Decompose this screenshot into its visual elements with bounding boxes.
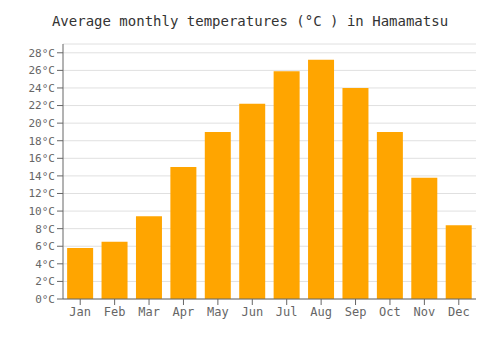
svg-text:14°C: 14°C xyxy=(29,170,56,183)
svg-text:Jul: Jul xyxy=(276,305,298,319)
svg-text:10°C: 10°C xyxy=(29,205,56,218)
svg-text:18°C: 18°C xyxy=(29,135,56,148)
svg-text:May: May xyxy=(207,305,229,319)
svg-text:28°C: 28°C xyxy=(29,47,56,60)
svg-text:6°C: 6°C xyxy=(35,240,55,253)
svg-text:2°C: 2°C xyxy=(35,275,55,288)
svg-text:Jan: Jan xyxy=(69,305,91,319)
svg-text:22°C: 22°C xyxy=(29,99,56,112)
svg-text:Apr: Apr xyxy=(173,305,195,319)
svg-text:Jun: Jun xyxy=(241,305,263,319)
svg-text:16°C: 16°C xyxy=(29,152,56,165)
svg-text:Dec: Dec xyxy=(448,305,470,319)
html-text:Average monthly temperatures (: Average monthly temperatures (°C ) in Ha… xyxy=(51,13,449,29)
svg-text:24°C: 24°C xyxy=(29,82,56,95)
svg-text:Mar: Mar xyxy=(138,305,160,319)
svg-text:20°C: 20°C xyxy=(29,117,56,130)
svg-text:26°C: 26°C xyxy=(29,64,56,77)
svg-text:8°C: 8°C xyxy=(35,223,55,236)
svg-text:Aug: Aug xyxy=(310,305,332,319)
svg-text:4°C: 4°C xyxy=(35,258,55,271)
svg-text:0°C: 0°C xyxy=(35,293,55,306)
svg-text:Sep: Sep xyxy=(345,305,367,319)
svg-text:Nov: Nov xyxy=(414,305,436,319)
svg-text:12°C: 12°C xyxy=(29,187,56,200)
svg-text:Feb: Feb xyxy=(104,305,126,319)
svg-text:Oct: Oct xyxy=(379,305,401,319)
